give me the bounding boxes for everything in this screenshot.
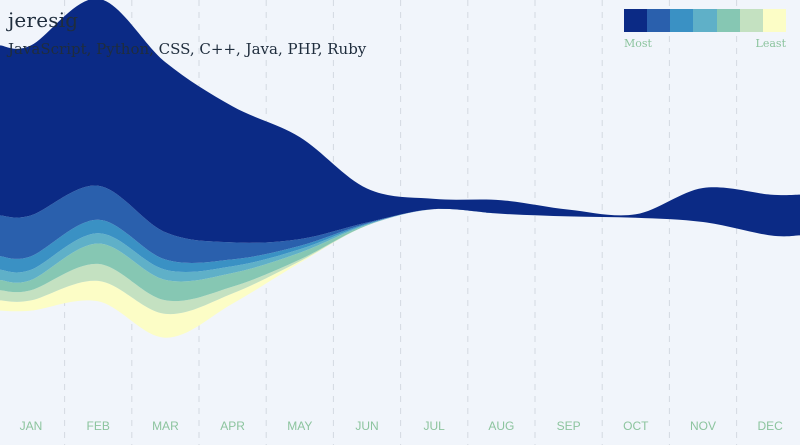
x-tick-label: OCT — [623, 419, 649, 433]
x-tick-label: JUN — [355, 419, 378, 433]
x-tick-label: JAN — [20, 419, 43, 433]
stream-layer-python — [0, 185, 800, 263]
legend-swatch-6 — [739, 9, 763, 32]
legend-swatch-7 — [762, 9, 786, 32]
x-tick-label: JUL — [424, 419, 446, 433]
legend-swatches — [624, 9, 786, 32]
legend-swatch-5 — [716, 9, 740, 32]
x-tick-label: FEB — [87, 419, 110, 433]
legend-swatch-1 — [624, 9, 648, 32]
color-legend: Most Least — [624, 9, 786, 50]
stream-layers — [0, 0, 800, 338]
legend-labels: Most Least — [624, 37, 786, 50]
page-title: jeresig — [8, 8, 79, 32]
legend-most-label: Most — [624, 37, 652, 50]
legend-least-label: Least — [755, 37, 786, 50]
legend-swatch-2 — [647, 9, 671, 32]
x-tick-label: NOV — [690, 419, 716, 433]
legend-swatch-4 — [693, 9, 717, 32]
x-axis-labels: JAN FEB MAR APR MAY JUN JUL AUG SEP OCT NOV DEC — [20, 419, 784, 433]
stream-layer-javascript — [0, 0, 800, 243]
x-tick-label: AUG — [488, 419, 514, 433]
x-tick-label: MAY — [287, 419, 312, 433]
x-tick-label: MAR — [152, 419, 179, 433]
x-tick-label: DEC — [758, 419, 784, 433]
x-tick-label: SEP — [557, 419, 581, 433]
legend-swatch-3 — [670, 9, 694, 32]
languages-subtitle: JavaScript, Python, CSS, C++, Java, PHP,… — [8, 40, 367, 58]
x-tick-label: APR — [220, 419, 245, 433]
